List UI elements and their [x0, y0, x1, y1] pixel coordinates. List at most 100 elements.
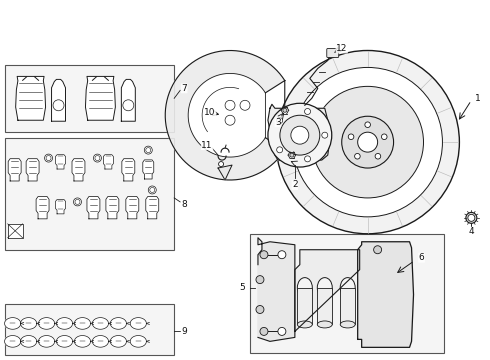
Circle shape	[75, 199, 80, 204]
Polygon shape	[8, 224, 23, 238]
Bar	[5, 303, 174, 355]
Circle shape	[348, 134, 354, 140]
Bar	[5, 138, 174, 250]
Polygon shape	[258, 238, 295, 341]
Circle shape	[53, 100, 64, 111]
Polygon shape	[143, 160, 154, 179]
Text: 9: 9	[181, 327, 187, 336]
Polygon shape	[8, 159, 21, 181]
Text: 1: 1	[474, 94, 480, 103]
Text: 11: 11	[201, 141, 213, 150]
Polygon shape	[110, 318, 126, 329]
Circle shape	[312, 86, 423, 198]
Circle shape	[355, 153, 360, 159]
Circle shape	[256, 276, 264, 284]
Ellipse shape	[318, 321, 332, 328]
Circle shape	[322, 132, 328, 138]
Circle shape	[375, 153, 381, 159]
Circle shape	[278, 328, 286, 336]
Polygon shape	[21, 336, 37, 347]
Circle shape	[468, 214, 475, 221]
Circle shape	[381, 134, 387, 140]
Polygon shape	[56, 336, 73, 347]
Circle shape	[94, 154, 101, 162]
Ellipse shape	[318, 278, 332, 298]
Circle shape	[260, 251, 268, 259]
Polygon shape	[56, 318, 73, 329]
Circle shape	[291, 126, 309, 144]
Circle shape	[290, 153, 294, 157]
Polygon shape	[4, 336, 21, 347]
Circle shape	[358, 132, 378, 152]
Circle shape	[278, 251, 286, 259]
Text: 4: 4	[468, 227, 474, 236]
Polygon shape	[4, 318, 21, 329]
Circle shape	[466, 212, 477, 223]
Polygon shape	[39, 336, 55, 347]
Circle shape	[260, 328, 268, 336]
Circle shape	[219, 162, 223, 167]
Circle shape	[342, 116, 393, 168]
Polygon shape	[39, 318, 55, 329]
Polygon shape	[21, 318, 37, 329]
Circle shape	[365, 122, 370, 127]
Circle shape	[256, 306, 264, 314]
Circle shape	[146, 148, 151, 153]
Polygon shape	[92, 318, 108, 329]
Circle shape	[225, 115, 235, 125]
Polygon shape	[74, 318, 91, 329]
Circle shape	[277, 118, 283, 123]
Text: 6: 6	[418, 253, 424, 262]
Circle shape	[144, 146, 152, 154]
Text: 7: 7	[181, 84, 187, 93]
Bar	[297, 288, 312, 324]
Text: 5: 5	[239, 283, 245, 292]
Circle shape	[123, 100, 134, 111]
Polygon shape	[218, 165, 232, 180]
Polygon shape	[130, 336, 147, 347]
Text: 2: 2	[292, 180, 297, 189]
Polygon shape	[106, 197, 119, 219]
Circle shape	[148, 186, 156, 194]
Polygon shape	[146, 197, 159, 219]
Text: 10: 10	[204, 108, 216, 117]
Circle shape	[293, 67, 442, 217]
Circle shape	[225, 100, 235, 110]
Polygon shape	[55, 155, 66, 169]
Polygon shape	[36, 197, 49, 219]
Polygon shape	[103, 155, 113, 169]
Circle shape	[276, 50, 460, 234]
Circle shape	[280, 115, 320, 155]
Circle shape	[374, 246, 382, 254]
Circle shape	[277, 147, 283, 153]
Polygon shape	[85, 76, 115, 120]
Polygon shape	[295, 250, 360, 332]
Bar	[318, 288, 332, 324]
Polygon shape	[126, 197, 139, 219]
Polygon shape	[92, 336, 108, 347]
Circle shape	[150, 188, 155, 193]
Polygon shape	[55, 199, 66, 214]
Circle shape	[95, 156, 100, 161]
Ellipse shape	[340, 278, 355, 298]
Polygon shape	[26, 159, 39, 181]
Polygon shape	[122, 159, 135, 181]
Circle shape	[305, 156, 311, 162]
FancyBboxPatch shape	[327, 49, 339, 58]
Text: 8: 8	[181, 201, 187, 210]
Polygon shape	[165, 50, 285, 180]
Text: 12: 12	[336, 44, 347, 53]
Polygon shape	[51, 80, 66, 121]
Polygon shape	[110, 336, 126, 347]
Bar	[5, 66, 174, 132]
Bar	[340, 288, 355, 324]
Circle shape	[74, 198, 81, 206]
Polygon shape	[268, 104, 330, 160]
Polygon shape	[74, 336, 91, 347]
Polygon shape	[87, 197, 100, 219]
Ellipse shape	[297, 321, 312, 328]
Polygon shape	[358, 242, 414, 347]
Ellipse shape	[340, 321, 355, 328]
Polygon shape	[122, 80, 135, 121]
Circle shape	[46, 156, 51, 161]
